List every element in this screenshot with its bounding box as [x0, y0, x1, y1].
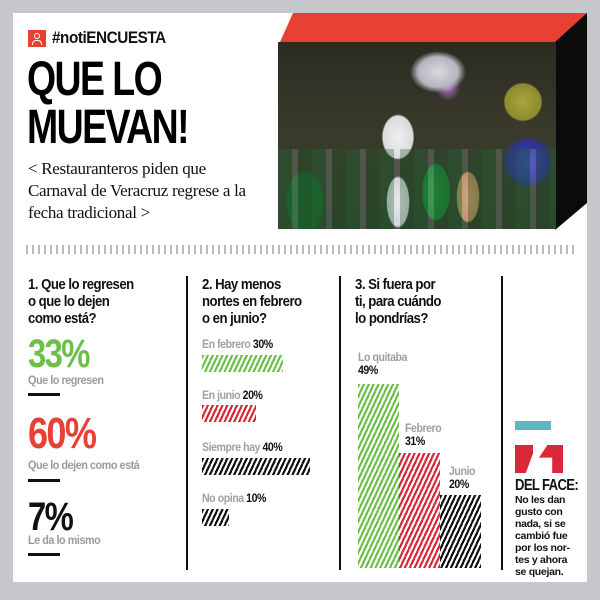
result-pct: 33% — [28, 332, 90, 376]
rule — [28, 553, 60, 556]
bar-lo-quitaba — [358, 384, 399, 568]
bar-en-febrero — [202, 355, 283, 372]
result-pct: 60% — [28, 409, 97, 458]
result-pct: 7% — [28, 495, 74, 539]
user-icon — [28, 29, 46, 47]
title-line-2: MUEVAN! — [27, 101, 190, 154]
bar-label: En febrero 30% — [202, 337, 273, 351]
column-separator — [339, 276, 341, 570]
bar-label: Febrero 31% — [405, 421, 442, 448]
rule — [28, 479, 60, 482]
photo-frame-side — [555, 13, 587, 230]
question-3-title: 3. Si fuera por ti, para cuándo lo pondr… — [355, 276, 441, 327]
title-line-1: QUE LO — [27, 53, 163, 106]
bar-en-junio — [202, 405, 256, 422]
result-label: Que lo regresen — [28, 373, 104, 387]
photo-frame-top — [280, 13, 587, 42]
del-face-title: DEL FACE: — [515, 477, 579, 494]
question-2-title: 2. Hay menos nortes en febrero o en juni… — [202, 276, 302, 327]
quote-icon — [515, 445, 563, 473]
column-separator — [186, 276, 188, 570]
hashtag-header: #notiENCUESTA — [28, 28, 178, 48]
page-title: QUE LO MUEVAN! — [27, 53, 190, 154]
result-label: Que lo dejen como está — [28, 458, 140, 472]
rule — [28, 393, 60, 396]
bar-no-opina — [202, 509, 229, 526]
bar-febrero — [399, 453, 440, 568]
subtitle: < Restauranteros piden que Carnaval de V… — [28, 159, 246, 222]
question-1-title: 1. Que lo regresen o que lo dejen como e… — [28, 276, 134, 327]
result-label: Le da lo mismo — [28, 533, 101, 547]
hashtag-label: #notiENCUESTA — [52, 28, 166, 47]
teal-accent — [515, 421, 551, 430]
bar-siempre-hay — [202, 458, 310, 475]
del-face-text: No les dan gusto con nada, si se cambió … — [515, 494, 570, 578]
bar-label: Junio 20% — [449, 464, 475, 491]
bar-label: Siempre hay 40% — [202, 440, 283, 454]
bar-label: Lo quitaba 49% — [358, 350, 407, 377]
column-separator — [501, 276, 503, 570]
bar-junio — [440, 495, 481, 568]
dotted-divider — [26, 245, 574, 254]
bar-label: No opina 10% — [202, 491, 266, 505]
bar-label: En junio 20% — [202, 388, 263, 402]
carnival-photo — [278, 42, 556, 229]
